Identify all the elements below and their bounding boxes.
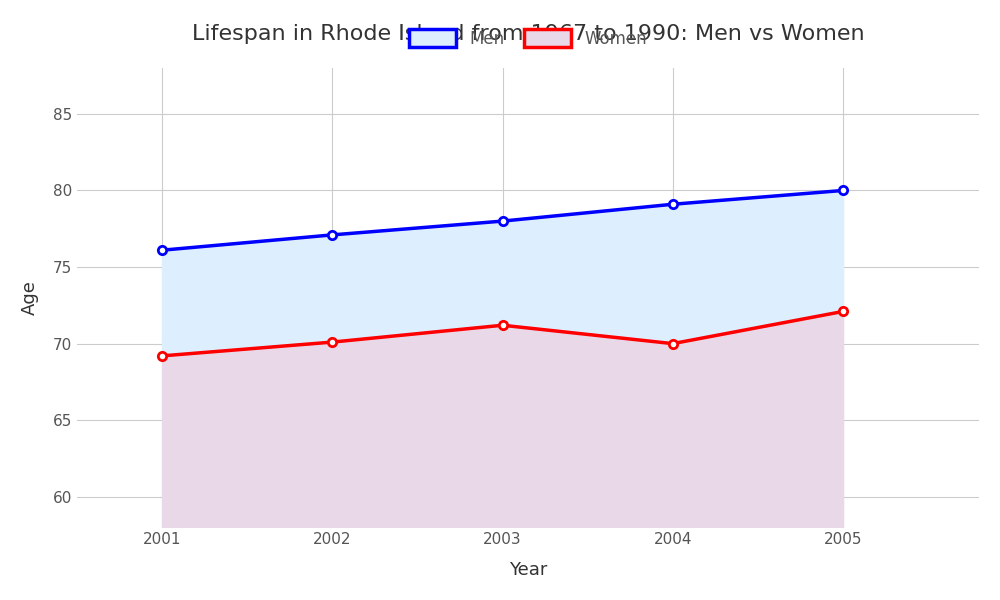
Title: Lifespan in Rhode Island from 1967 to 1990: Men vs Women: Lifespan in Rhode Island from 1967 to 19… xyxy=(192,24,864,44)
Legend: Men, Women: Men, Women xyxy=(401,21,655,56)
Y-axis label: Age: Age xyxy=(21,280,39,315)
X-axis label: Year: Year xyxy=(509,561,547,579)
